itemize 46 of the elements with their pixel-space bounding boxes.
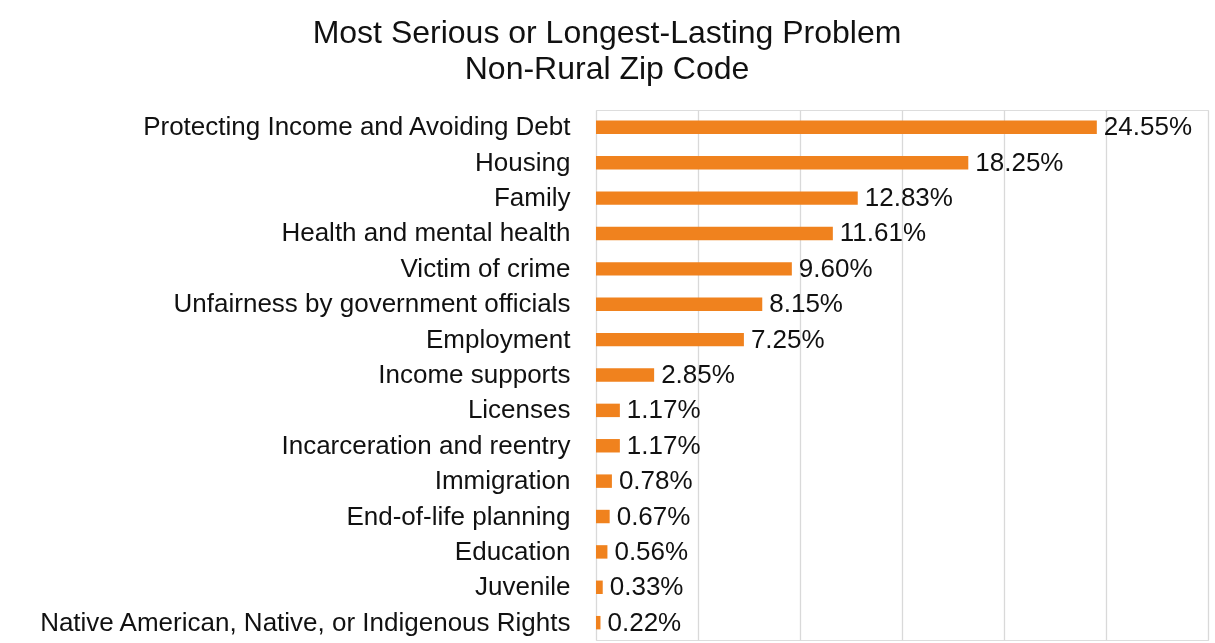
y-tick-label: Protecting Income and Avoiding Debt	[143, 111, 572, 142]
bar	[596, 262, 792, 276]
data-label: 24.55%	[1103, 111, 1193, 142]
y-tick-label: Juvenile	[475, 571, 571, 602]
data-label: 8.15%	[769, 288, 843, 319]
data-label: 0.33%	[609, 571, 684, 602]
y-tick-label: Health and mental health	[281, 217, 571, 248]
y-tick-label: Victim of crime	[400, 252, 571, 283]
data-label: 9.60%	[798, 252, 873, 283]
y-tick-label: Income supports	[378, 359, 571, 389]
bar	[596, 191, 858, 205]
bar	[596, 439, 620, 453]
bar	[596, 403, 620, 418]
bar	[596, 297, 763, 311]
data-label: 1.17%	[626, 429, 701, 460]
bar	[596, 580, 603, 595]
y-tick-label: Licenses	[467, 394, 571, 425]
bar	[596, 368, 655, 382]
y-tick-label: Employment	[426, 323, 572, 354]
y-tick-label: Immigration	[434, 465, 571, 496]
bar	[596, 155, 969, 170]
data-label: 0.67%	[616, 500, 691, 531]
y-tick-label: Unfairness by government officials	[173, 288, 571, 319]
y-tick-label: Native American, Native, or Indigenous Rights	[40, 606, 571, 637]
y-tick-label: End-of-life planning	[346, 500, 571, 531]
y-tick-label: Housing	[475, 146, 571, 177]
bar	[596, 226, 833, 241]
data-label: 1.17%	[626, 394, 701, 425]
y-tick-label: Incarceration and reentry	[281, 429, 571, 460]
bar	[596, 474, 612, 488]
data-label: 12.83%	[864, 182, 953, 213]
y-tick-label: Education	[454, 535, 571, 566]
y-tick-label: Family	[493, 182, 571, 213]
data-label: 7.25%	[750, 323, 825, 354]
chart-subtitle: Non-Rural Zip Code	[464, 50, 750, 86]
bar	[596, 545, 608, 559]
bar	[596, 509, 610, 524]
data-label: 0.78%	[618, 465, 693, 496]
chart-title: Most Serious or Longest-Lasting Problem	[312, 14, 902, 50]
data-label: 0.22%	[607, 606, 682, 637]
data-label: 2.85%	[661, 359, 735, 389]
data-label: 18.25%	[975, 146, 1064, 177]
data-label: 0.56%	[614, 535, 689, 566]
data-label: 11.61%	[839, 217, 927, 248]
bar	[596, 332, 744, 347]
bar	[596, 120, 1097, 135]
